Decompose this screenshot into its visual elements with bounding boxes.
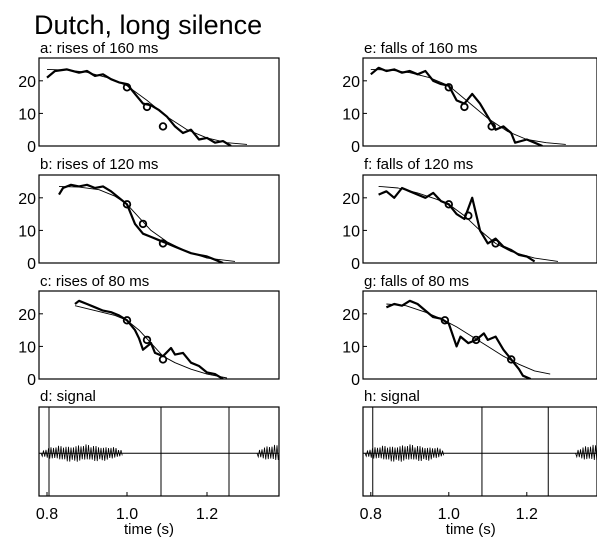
- marker-circle: [122, 316, 132, 325]
- measured-pitch-line: [58, 183, 224, 263]
- panel-c-title: c: rises of 80 ms: [40, 273, 149, 290]
- y-tick-label: 0: [27, 256, 36, 273]
- x-axis-right: 0.8 1.0 1.2 time (s): [360, 492, 538, 538]
- panel-b-title: b: rises of 120 ms: [40, 156, 158, 173]
- panel-c: c: rises of 80 ms 0 10 20: [18, 273, 280, 389]
- x-axis-label: time (s): [124, 521, 174, 538]
- fitted-curve: [386, 303, 551, 375]
- panel-e-title: e: falls of 160 ms: [364, 40, 477, 57]
- panel-d-title: d: signal: [40, 388, 96, 405]
- panel-e-plot: [370, 66, 566, 146]
- y-tick-label: 0: [351, 372, 360, 389]
- panel-e: e: falls of 160 ms 0 10 20: [342, 40, 597, 156]
- figure-title: Dutch, long silence: [34, 10, 262, 40]
- panel-d-frame: [38, 406, 280, 497]
- y-tick-label: 10: [342, 223, 360, 240]
- fitted-curve: [370, 68, 566, 145]
- panel-a: a: rises of 160 ms 0 10 20: [18, 40, 280, 156]
- marker-circle: [444, 83, 453, 92]
- y-tick-label: 0: [27, 372, 36, 389]
- y-tick-label: 20: [342, 307, 360, 324]
- measured-pitch-line: [378, 186, 536, 263]
- panel-e-frame: [362, 57, 597, 147]
- signal-waveform: [256, 444, 279, 461]
- x-tick-label: 1.2: [516, 506, 538, 523]
- x-axis-label: time (s): [446, 521, 496, 538]
- y-tick-label: 20: [18, 191, 36, 208]
- marker-circle: [491, 239, 500, 248]
- panel-h-frame: [362, 406, 597, 497]
- marker-circle: [158, 122, 168, 131]
- y-tick-label: 10: [18, 339, 36, 356]
- panel-g-frame: [362, 290, 597, 380]
- marker-circle: [460, 102, 469, 112]
- y-tick-label: 20: [342, 191, 360, 208]
- signal-waveform: [364, 444, 445, 462]
- marker-circle: [487, 122, 496, 131]
- y-tick-label: 0: [351, 256, 360, 273]
- y-tick-label: 0: [27, 139, 36, 156]
- panel-h-plot: [363, 407, 597, 496]
- y-tick-label: 20: [342, 74, 360, 91]
- y-tick-label: 0: [351, 139, 360, 156]
- x-tick-label: 1.2: [196, 506, 218, 523]
- marker-circle: [142, 102, 152, 112]
- panel-a-title: a: rises of 160 ms: [40, 40, 158, 57]
- y-tick-label: 10: [18, 223, 36, 240]
- fitted-curve: [378, 185, 559, 262]
- panel-h: h: signal: [362, 388, 597, 497]
- marker-circle: [507, 355, 516, 364]
- panel-f: f: falls of 120 ms 0 10 20: [342, 156, 597, 273]
- x-tick-label: 0.8: [36, 506, 58, 523]
- marker-circle: [471, 335, 481, 345]
- marker-circle: [122, 200, 132, 209]
- marker-circle: [464, 211, 473, 220]
- fitted-curve: [46, 68, 248, 145]
- x-tick-label: 1.0: [116, 506, 138, 523]
- marker-circle: [158, 239, 168, 248]
- marker-circle: [440, 316, 450, 325]
- measured-pitch-line: [46, 68, 232, 146]
- marker-circle: [138, 219, 148, 229]
- panel-g-plot: [385, 299, 551, 379]
- y-tick-label: 10: [342, 339, 360, 356]
- measured-pitch-line: [385, 299, 532, 379]
- y-tick-label: 10: [18, 106, 36, 123]
- y-tick-label: 20: [18, 74, 36, 91]
- panel-f-plot: [378, 185, 559, 263]
- marker-circle: [158, 355, 168, 364]
- x-tick-label: 1.0: [438, 506, 460, 523]
- panel-f-frame: [362, 174, 597, 264]
- fitted-curve: [58, 185, 236, 262]
- measured-pitch-line: [370, 66, 543, 146]
- panel-b-frame: [38, 174, 280, 264]
- panel-d: d: signal: [38, 388, 280, 497]
- marker-circle: [142, 335, 152, 345]
- panel-g: g: falls of 80 ms 0 10 20: [342, 273, 597, 389]
- x-tick-label: 0.8: [360, 506, 382, 523]
- fitted-curve: [74, 305, 228, 379]
- panel-c-frame: [38, 290, 280, 380]
- panel-b: b: rises of 120 ms 0 10 20: [18, 156, 280, 273]
- y-tick-label: 20: [18, 307, 36, 324]
- panel-h-title: h: signal: [364, 388, 420, 405]
- marker-circle: [122, 83, 132, 92]
- panel-a-frame: [38, 57, 280, 147]
- panel-b-plot: [58, 183, 236, 263]
- panel-f-title: f: falls of 120 ms: [364, 156, 473, 173]
- signal-waveform: [575, 444, 597, 461]
- panel-a-plot: [46, 68, 248, 146]
- panel-c-plot: [74, 299, 228, 379]
- signal-waveform: [40, 444, 123, 462]
- marker-circle: [444, 200, 453, 209]
- panel-d-plot: [39, 407, 279, 496]
- panel-g-title: g: falls of 80 ms: [364, 273, 469, 290]
- y-tick-label: 10: [342, 106, 360, 123]
- measured-pitch-line: [74, 299, 224, 379]
- x-axes: 0.8 1.0 1.2 time (s) 0.8 1.0 1.2 time (s): [36, 492, 538, 538]
- x-axis-left: 0.8 1.0 1.2 time (s): [36, 492, 218, 538]
